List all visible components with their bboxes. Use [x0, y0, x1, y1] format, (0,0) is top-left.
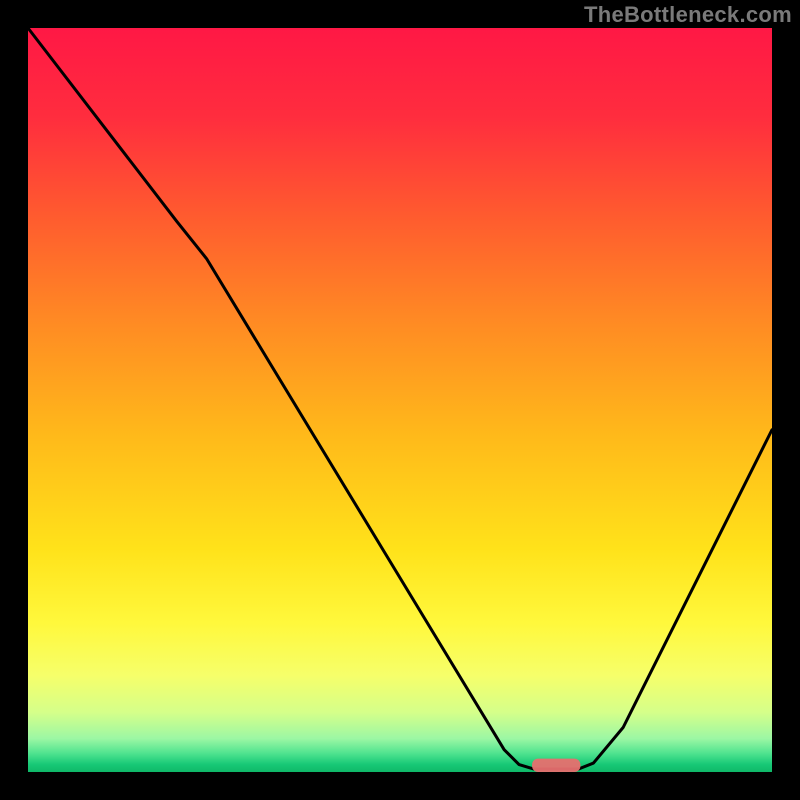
bottleneck-chart — [0, 0, 800, 800]
watermark-text: TheBottleneck.com — [584, 2, 792, 28]
optimum-marker — [532, 759, 580, 772]
plot-area-gradient — [28, 28, 772, 772]
chart-wrapper: TheBottleneck.com — [0, 0, 800, 800]
